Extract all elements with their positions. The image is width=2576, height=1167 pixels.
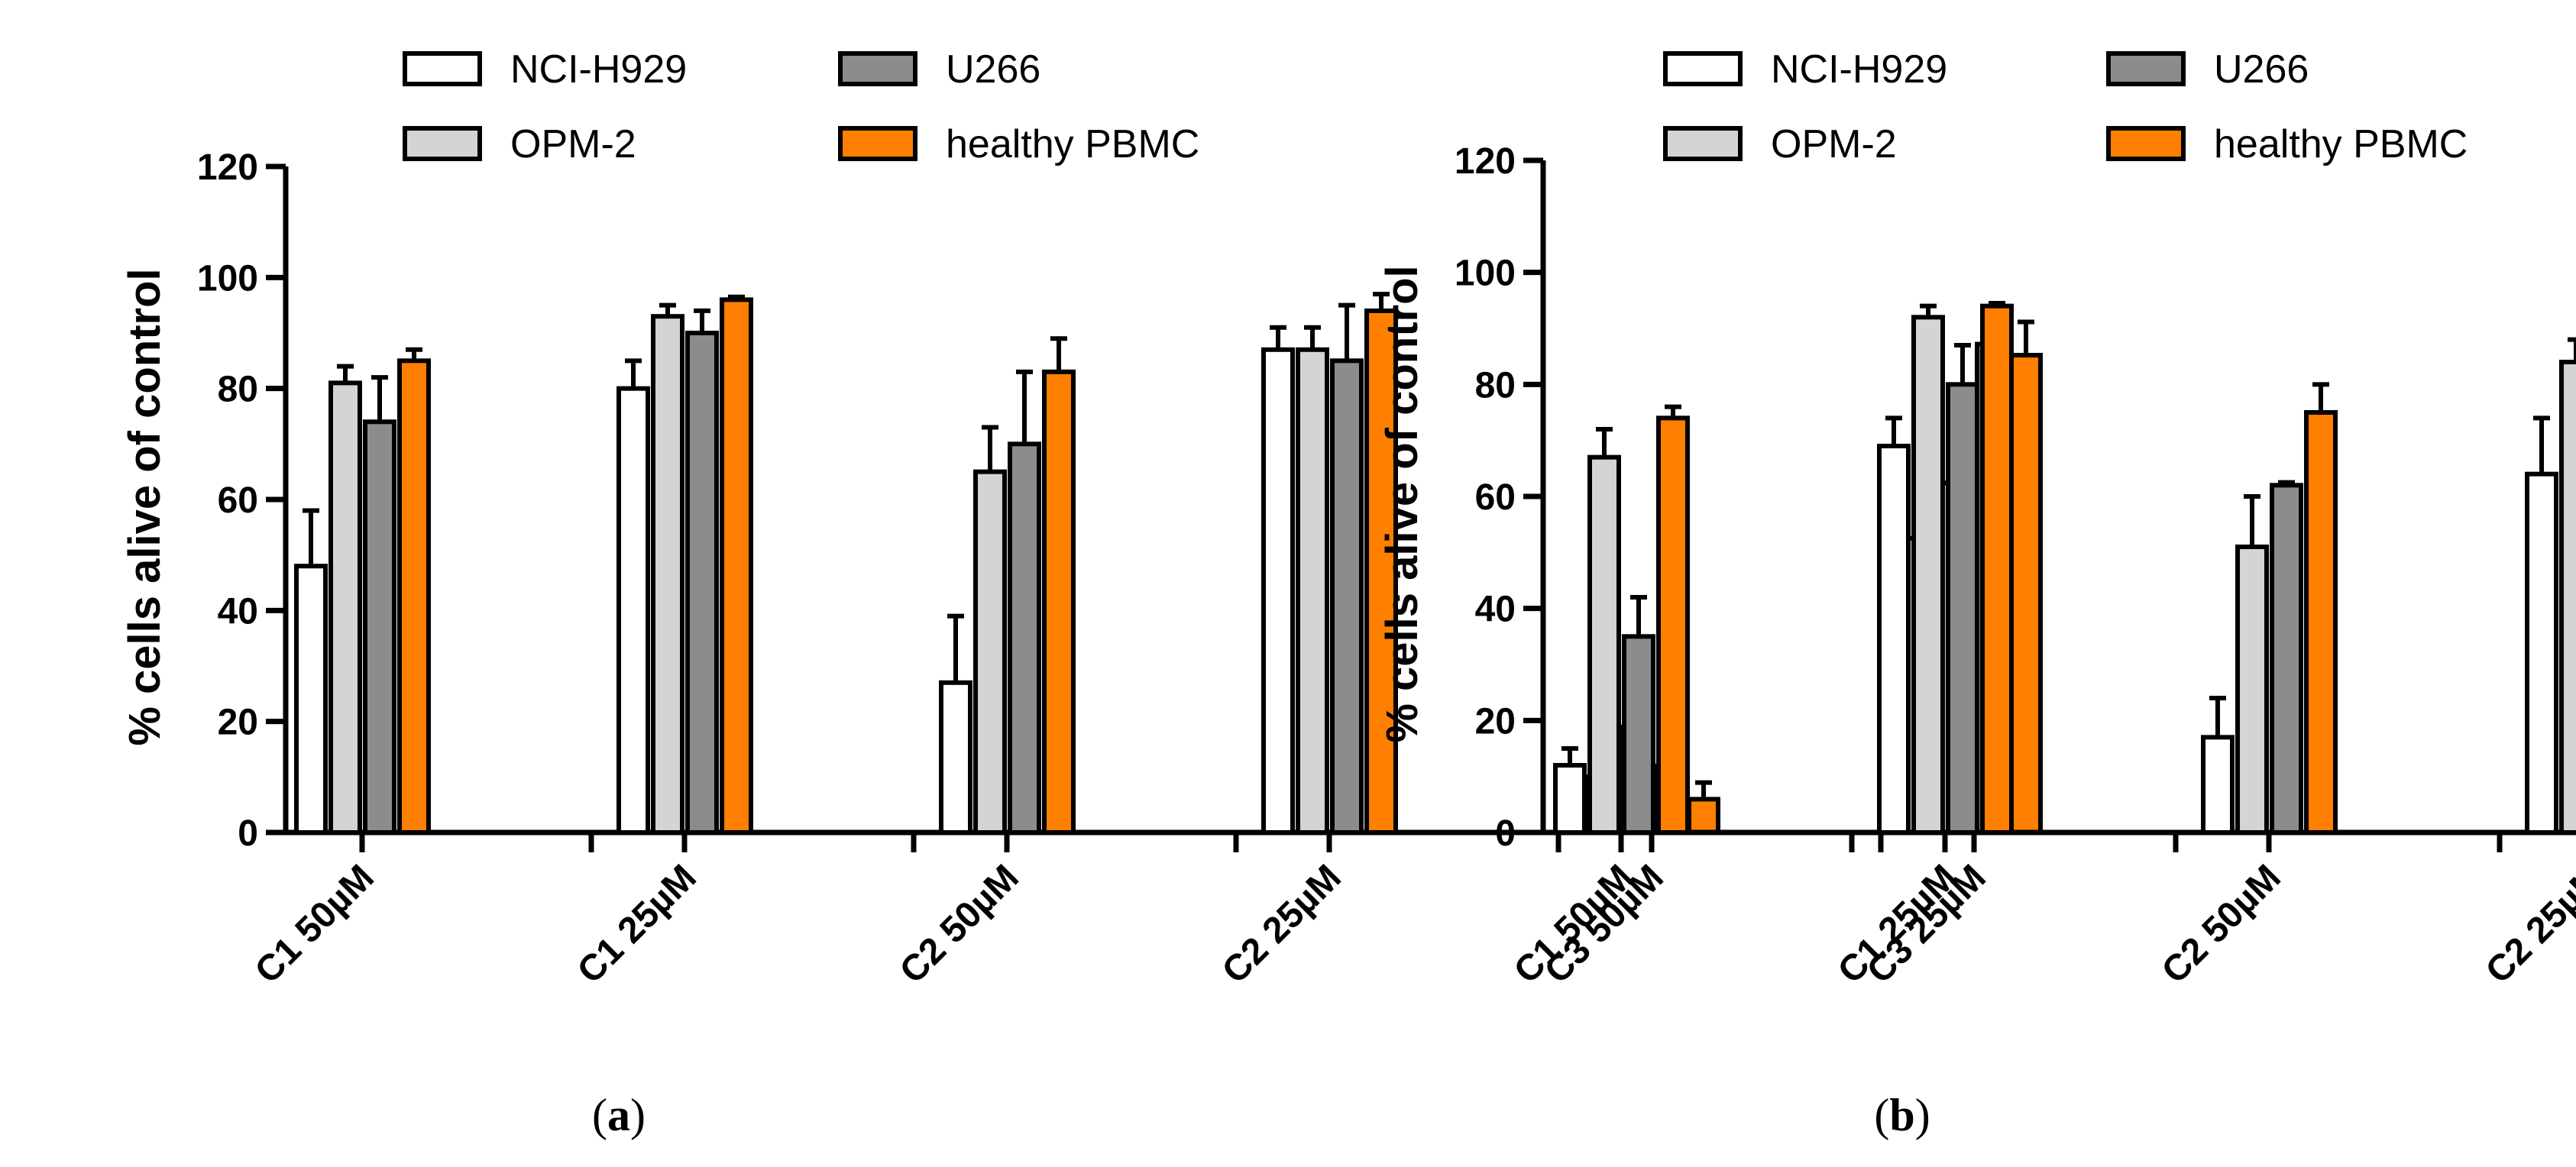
legend-swatch xyxy=(403,51,482,86)
legend-label: U266 xyxy=(946,47,1040,92)
legend-label: healthy PBMC xyxy=(2214,122,2468,166)
bar xyxy=(1008,441,1041,835)
bar xyxy=(363,419,396,835)
legend-swatch xyxy=(838,51,917,86)
category-label: C1 50µM xyxy=(248,857,382,991)
bar xyxy=(1261,347,1295,835)
bar xyxy=(1687,797,1720,836)
bar xyxy=(1980,303,2014,835)
y-tick-label: 60 xyxy=(1475,477,1516,518)
bar xyxy=(1553,763,1587,835)
bar xyxy=(2235,545,2269,835)
legend-swatch xyxy=(403,126,482,161)
legend-label: NCI-H929 xyxy=(510,47,687,92)
bar xyxy=(1622,634,1655,835)
legend-label: NCI-H929 xyxy=(1771,47,1947,92)
category-label: C1 25µM xyxy=(570,857,704,991)
legend-swatch xyxy=(2106,126,2186,161)
bar xyxy=(720,297,753,835)
legend-label: U266 xyxy=(2214,47,2309,92)
bar xyxy=(1587,454,1621,836)
bar xyxy=(294,564,328,835)
legend-label: OPM-2 xyxy=(1771,122,1897,166)
bar xyxy=(1042,369,1076,836)
bar xyxy=(2009,353,2043,836)
bar xyxy=(1656,415,1690,835)
category-label: C2 50µM xyxy=(2154,857,2289,991)
bar xyxy=(1877,444,1911,835)
bar xyxy=(1296,347,1329,835)
bar xyxy=(2559,360,2576,835)
legend-label: healthy PBMC xyxy=(946,122,1199,166)
bar xyxy=(1364,308,1398,835)
y-tick-label: 20 xyxy=(1475,701,1516,742)
y-tick-label: 40 xyxy=(218,591,258,632)
legend-swatch xyxy=(1663,126,1743,161)
bar xyxy=(1911,315,1945,836)
y-tick-label: 120 xyxy=(1455,141,1516,182)
bar xyxy=(2270,483,2303,835)
y-tick-label: 40 xyxy=(1475,590,1516,630)
legend-swatch xyxy=(1663,51,1743,86)
bar xyxy=(973,469,1007,836)
bar xyxy=(397,358,431,836)
y-tick-label: 60 xyxy=(218,480,258,521)
y-tick-label: 100 xyxy=(1455,254,1516,294)
y-axis-title: % cells alive of control xyxy=(1377,265,1427,742)
bar xyxy=(1330,358,1364,836)
panel-caption: (b) xyxy=(1874,1090,1930,1140)
category-label: C2 25µM xyxy=(1215,857,1349,991)
bar xyxy=(328,380,362,835)
panel-caption: (a) xyxy=(592,1090,646,1140)
category-label: C2 25µM xyxy=(2478,857,2576,991)
panel-caption-letter: b xyxy=(1889,1090,1914,1140)
category-label: C2 50µM xyxy=(892,857,1027,991)
bar xyxy=(685,331,719,835)
bar xyxy=(2201,735,2235,835)
y-tick-label: 0 xyxy=(238,813,258,854)
bar xyxy=(616,386,650,835)
y-tick-label: 120 xyxy=(197,147,258,188)
panel-caption-letter: a xyxy=(607,1090,630,1140)
y-tick-label: 80 xyxy=(218,370,258,410)
y-axis-title: % cells alive of control xyxy=(120,268,170,745)
legend-swatch xyxy=(838,126,917,161)
bar xyxy=(939,680,972,835)
bar xyxy=(651,314,684,835)
legend-swatch xyxy=(2106,51,2186,86)
y-tick-label: 80 xyxy=(1475,365,1516,406)
y-tick-label: 20 xyxy=(218,703,258,743)
legend-label: OPM-2 xyxy=(510,122,636,166)
bar xyxy=(2525,471,2558,836)
y-tick-label: 100 xyxy=(197,258,258,299)
bar xyxy=(1946,382,1979,836)
y-tick-label: 0 xyxy=(1495,813,1516,854)
bar xyxy=(2304,410,2338,835)
chart-panel-b: 0 20 40 60 80 100 120 % cells alive of control C… xyxy=(1377,47,2576,1140)
